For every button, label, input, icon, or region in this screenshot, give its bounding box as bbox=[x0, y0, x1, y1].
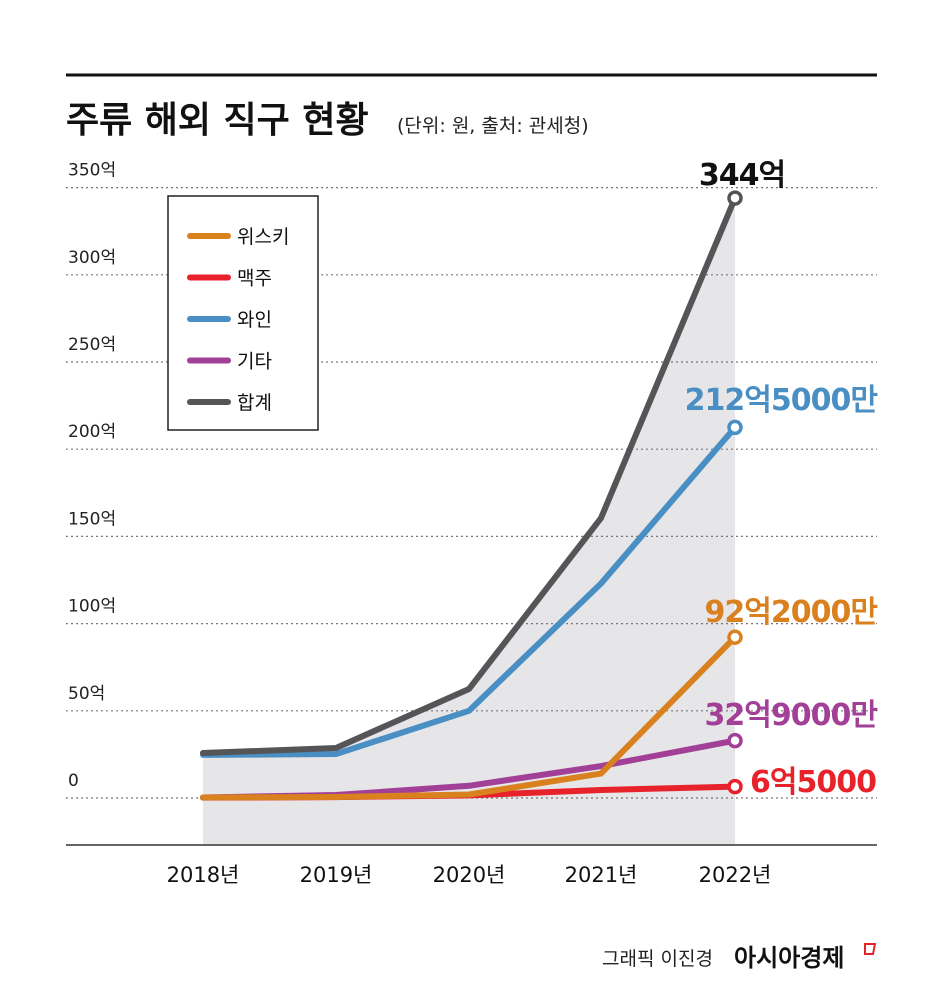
y-tick-label: 250억 bbox=[68, 335, 116, 355]
legend-label: 위스키 bbox=[237, 226, 289, 248]
brand-logo: 아시아경제 bbox=[734, 944, 844, 972]
data-label-합계: 344억 bbox=[699, 158, 785, 193]
total-area bbox=[203, 198, 735, 846]
legend-label: 기타 bbox=[237, 351, 272, 373]
y-tick-label: 300억 bbox=[68, 248, 116, 268]
data-point-위스키 bbox=[727, 629, 743, 645]
y-tick-label: 350억 bbox=[68, 161, 116, 181]
data-point-기타 bbox=[727, 732, 743, 749]
y-tick-label: 0 bbox=[68, 771, 79, 791]
x-tick-label: 2018년 bbox=[167, 863, 240, 887]
data-point-맥주 bbox=[727, 778, 743, 795]
data-label-위스키: 92억2000만 bbox=[705, 595, 879, 630]
x-tick-label: 2020년 bbox=[433, 863, 506, 887]
data-point-합계 bbox=[727, 190, 743, 206]
legend-label: 합계 bbox=[237, 392, 272, 414]
chart-subtitle: (단위: 원, 출처: 관세청) bbox=[397, 115, 589, 137]
series-line-합계 bbox=[200, 195, 738, 757]
x-tick-label: 2022년 bbox=[699, 863, 772, 887]
series-line-와인 bbox=[200, 424, 738, 758]
series-line-위스키 bbox=[200, 634, 738, 801]
y-tick-label: 100억 bbox=[68, 597, 116, 617]
data-point-와인 bbox=[727, 419, 743, 436]
data-label-기타: 32억9000만 bbox=[705, 698, 879, 733]
y-tick-label: 150억 bbox=[68, 509, 116, 529]
y-tick-label: 50억 bbox=[68, 684, 105, 704]
data-label-와인: 212억5000만 bbox=[685, 383, 879, 418]
x-tick-label: 2021년 bbox=[565, 863, 638, 887]
y-tick-label: 200억 bbox=[68, 422, 116, 442]
data-label-맥주: 6억5000 bbox=[750, 765, 876, 800]
x-tick-label: 2019년 bbox=[300, 863, 373, 887]
chart-title: 주류 해외 직구 현황 bbox=[66, 100, 369, 141]
brand-mark-icon bbox=[864, 943, 877, 955]
legend-label: 맥주 bbox=[237, 268, 272, 290]
credit: 그래픽 이진경 bbox=[602, 948, 713, 970]
legend-label: 와인 bbox=[237, 309, 272, 331]
